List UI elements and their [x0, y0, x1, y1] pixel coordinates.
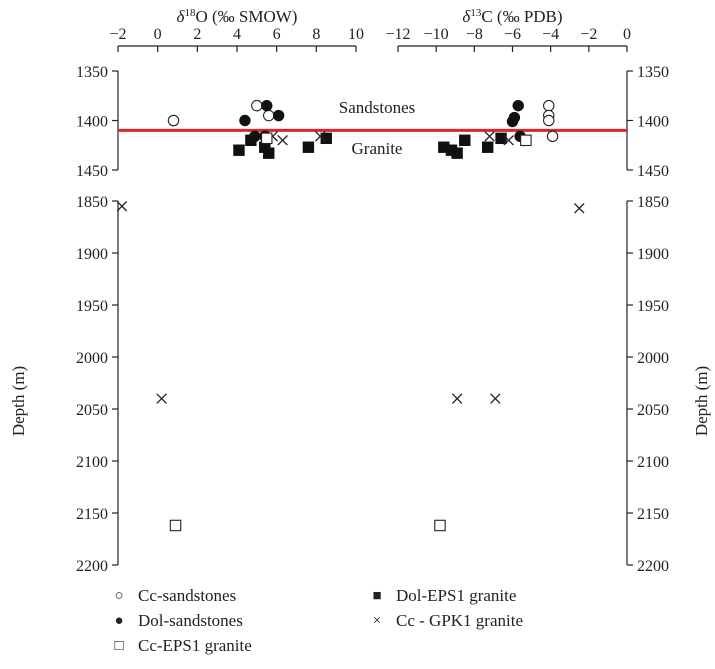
point-d13c-cc-sandstones [543, 99, 555, 112]
left-y-axis-title: Depth (m) [9, 366, 28, 436]
point-d18o-cc-sandstones [167, 114, 180, 127]
point-d13c-dol-sandstones [506, 115, 519, 128]
point-d18o-dol-eps1-granite [302, 141, 315, 153]
left-x-tick-label: 10 [348, 26, 364, 43]
right-x-tick-label: −6 [504, 26, 521, 43]
legend-item-cc-sandstones: ○ Cc-sandstones [108, 586, 236, 606]
point-d18o-dol-sandstones [272, 109, 285, 122]
left-x-tick-label: 8 [312, 26, 320, 43]
left-y-tick-label: 1400 [76, 114, 108, 131]
right-x-tick-label: −8 [466, 26, 483, 43]
right-y-tick-label: 2000 [637, 350, 669, 367]
left-x-tick-label: 4 [233, 26, 241, 43]
left-x-tick-label: −2 [109, 26, 126, 43]
left-x-axis-title: δ18O (‰ SMOW) [177, 7, 298, 26]
right-y-tick-label: 1450 [637, 163, 669, 180]
legend-label: Dol-EPS1 granite [396, 586, 517, 605]
open-square-icon: □ [114, 637, 124, 654]
left-y-tick-label: 1850 [76, 194, 108, 211]
legend-label: Dol-sandstones [138, 611, 243, 630]
point-d18o-dol-eps1-granite [245, 134, 257, 147]
left-y-tick-label: 1950 [76, 298, 108, 315]
left-y-tick-label: 2150 [76, 506, 108, 523]
point-d13c-cc-sandstones [543, 114, 555, 127]
point-d18o-cc-gpk1-granite [156, 393, 167, 404]
point-d18o-cc-sandstones [251, 99, 263, 112]
point-d13c-dol-eps1-granite [459, 134, 471, 147]
point-d13c-cc-gpk1-granite [484, 131, 495, 142]
point-d18o-cc-gpk1-granite [116, 200, 128, 212]
point-d13c-cc-gpk1-granite [451, 393, 463, 404]
legend-item-dol-eps1-granite: ■ Dol-EPS1 granite [366, 586, 516, 606]
right-x-tick-label: −10 [424, 26, 449, 43]
right-y-tick-label: 1350 [637, 64, 669, 81]
legend-label: Cc-EPS1 granite [138, 636, 252, 655]
left-y-tick-label: 2200 [76, 558, 108, 575]
left-y-tick-label: 2100 [76, 454, 108, 471]
legend-label: Cc - GPK1 granite [396, 611, 524, 630]
cross-icon: × [372, 612, 382, 629]
right-y-axis-title: Depth (m) [692, 366, 711, 436]
right-x-tick-label: 0 [623, 26, 631, 43]
annotation-sandstones: Sandstones [339, 98, 416, 117]
point-d18o-cc-eps1-granite [260, 132, 273, 145]
right-y-tick-label: 2050 [637, 402, 669, 419]
left-x-tick-label: 2 [193, 26, 201, 43]
left-x-tick-label: 6 [273, 26, 281, 43]
right-y-tick-label: 1950 [637, 298, 669, 315]
right-x-axis-title: δ13C (‰ PDB) [462, 7, 562, 26]
point-d18o-dol-sandstones [261, 99, 273, 112]
left-x-tick-label: 0 [154, 26, 162, 43]
right-y-tick-label: 2150 [637, 506, 669, 523]
point-d13c-dol-eps1-granite [495, 132, 507, 145]
point-d18o-dol-sandstones [239, 114, 251, 127]
open-circle-icon: ○ [114, 587, 124, 604]
point-d18o-dol-eps1-granite [263, 147, 275, 159]
left-y-tick-label: 1450 [76, 163, 108, 180]
legend-item-cc-gpk1-granite: × Cc - GPK1 granite [366, 611, 523, 631]
legend-label: Cc-sandstones [138, 586, 237, 605]
legend-item-cc-eps1-granite: □ Cc-EPS1 granite [108, 636, 252, 656]
point-d13c-cc-gpk1-granite [490, 393, 501, 404]
right-x-tick-label: −4 [542, 26, 559, 43]
left-y-tick-label: 2000 [76, 350, 108, 367]
right-x-tick-label: −12 [385, 26, 410, 43]
point-d18o-cc-gpk1-granite [277, 135, 288, 146]
right-y-tick-label: 1400 [637, 114, 669, 131]
right-y-tick-label: 2100 [637, 454, 669, 471]
annotation-granite: Granite [352, 139, 403, 158]
point-d13c-cc-gpk1-granite [503, 135, 514, 146]
point-d13c-cc-eps1-granite [434, 519, 446, 532]
left-y-tick-label: 1350 [76, 64, 108, 81]
legend-item-dol-sandstones: ● Dol-sandstones [108, 611, 243, 631]
point-d13c-dol-sandstones [512, 99, 524, 112]
point-d18o-dol-eps1-granite [233, 144, 245, 156]
point-d18o-cc-eps1-granite [169, 519, 182, 532]
right-y-tick-label: 2200 [637, 558, 669, 575]
right-y-tick-label: 1850 [637, 194, 669, 211]
point-d13c-dol-eps1-granite [451, 147, 463, 159]
right-x-tick-label: −2 [580, 26, 597, 43]
point-d18o-cc-sandstones [262, 109, 275, 122]
point-d13c-cc-sandstones [546, 130, 559, 143]
filled-square-icon: ■ [372, 587, 382, 604]
point-d18o-dol-eps1-granite [320, 132, 332, 145]
left-y-tick-label: 2050 [76, 402, 108, 419]
filled-circle-icon: ● [114, 612, 124, 629]
point-d13c-cc-gpk1-granite [574, 203, 585, 214]
point-d13c-cc-eps1-granite [520, 134, 532, 147]
point-d13c-dol-eps1-granite [481, 141, 494, 153]
left-y-tick-label: 1900 [76, 246, 108, 263]
right-y-tick-label: 1900 [637, 246, 669, 263]
point-d18o-cc-gpk1-granite [315, 131, 326, 142]
